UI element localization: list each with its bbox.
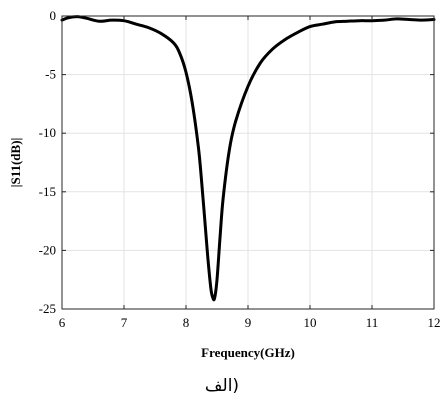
y-tick-label: -25 (39, 301, 56, 316)
figure-caption: (الف (204, 376, 240, 396)
y-tick-label: -10 (39, 125, 56, 140)
y-tick-label: -20 (39, 242, 56, 257)
y-tick-label: -5 (45, 67, 56, 82)
y-tick-label: -15 (39, 184, 56, 199)
s11-series-line (60, 15, 436, 302)
x-tick-label: 12 (428, 315, 441, 330)
grid-lines (62, 16, 434, 309)
y-axis-title: |S11(dB)| (8, 138, 23, 188)
tick-marks (61, 15, 435, 310)
x-tick-labels: 6 7 8 9 10 11 12 (59, 315, 441, 330)
y-tick-label: 0 (50, 8, 57, 23)
x-tick-label: 7 (121, 315, 128, 330)
x-axis-title: Frequency(GHz) (201, 345, 295, 360)
x-tick-label: 10 (304, 315, 317, 330)
series-group (60, 15, 436, 302)
x-tick-label: 6 (59, 315, 66, 330)
x-tick-label: 11 (366, 315, 379, 330)
x-tick-label: 8 (183, 315, 190, 330)
y-tick-labels: 0 -5 -10 -15 -20 -25 (39, 8, 56, 316)
x-tick-label: 9 (245, 315, 252, 330)
